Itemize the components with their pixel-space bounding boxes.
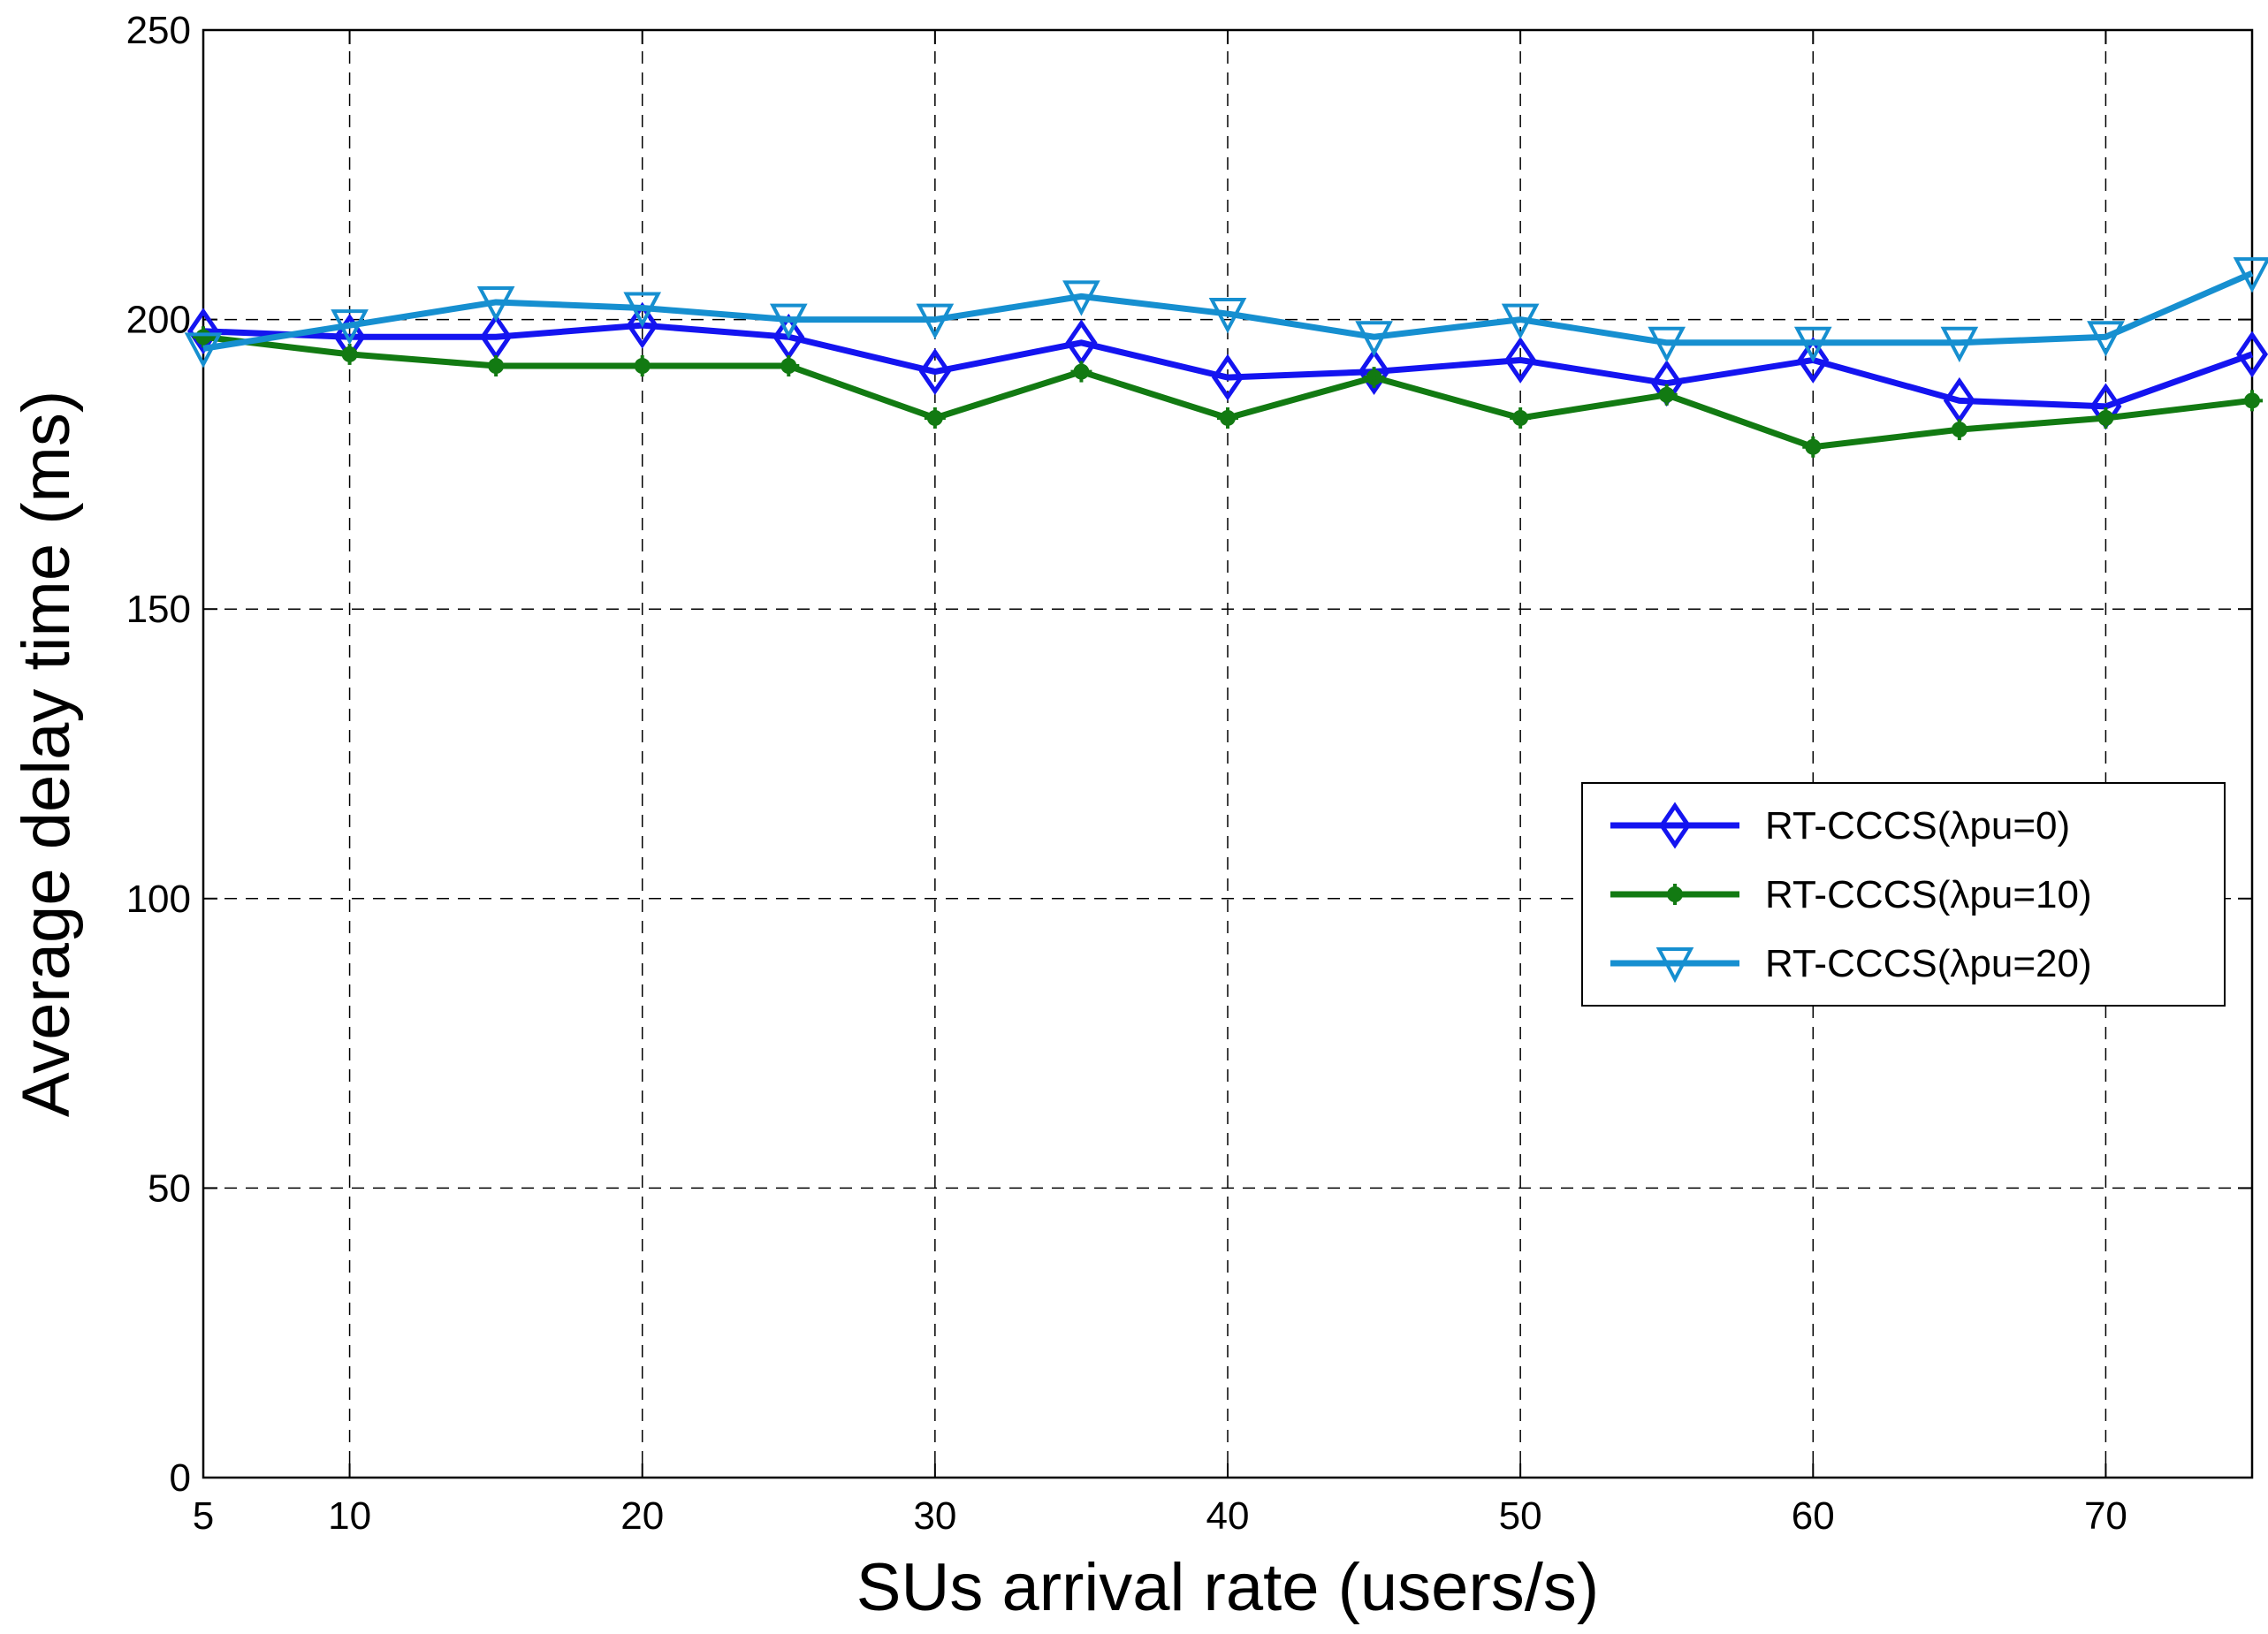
data-point [626,301,658,349]
series-line [202,270,2254,352]
data-point [1510,407,1532,429]
data-point [339,343,361,365]
legend-entry: RT-CCCS(λpu=10) [1610,873,2092,916]
data-point [1070,361,1092,383]
legend-swatch-marker [1664,884,1686,905]
data-point [1940,326,1979,363]
data-point [1948,419,1970,441]
data-point [918,348,951,396]
legend-swatch-marker [1655,947,1694,984]
y-tick-label: 100 [126,878,191,921]
data-point [778,355,800,377]
data-point [1208,298,1247,334]
legend-swatch-marker [1658,802,1692,849]
x-tick-label: 50 [1499,1494,1542,1538]
data-point [1648,326,1686,363]
data-point [1358,348,1390,396]
x-tick-label: 70 [2084,1494,2127,1538]
data-point [1062,280,1100,316]
y-tick-label: 0 [170,1456,191,1500]
x-tick-label: 60 [1792,1494,1835,1538]
legend-entry: RT-CCCS(λpu=0) [1610,802,2070,849]
x-tick-label: 10 [328,1494,371,1538]
legend: RT-CCCS(λpu=0) RT-CCCS(λpu=10) RT-CCCS(λpu… [1581,782,2226,1007]
series-0 [186,301,2268,430]
data-point [2233,257,2268,293]
series-layer [184,257,2268,458]
y-axis-label: Average delay time (ms) [9,391,84,1117]
data-point [924,407,946,429]
data-point [2087,321,2125,357]
data-point [485,355,507,377]
legend-label: RT-CCCS(λpu=20) [1765,942,2092,985]
data-point [186,308,220,355]
data-point [631,355,653,377]
data-point [1655,384,1678,406]
x-tick-label: 40 [1206,1494,1250,1538]
x-tick-label: 5 [193,1494,214,1538]
data-point [1504,337,1537,384]
y-tick-label: 250 [126,9,191,52]
data-point [2241,390,2263,412]
data-point [2235,331,2268,378]
data-point [916,303,955,339]
series-line [202,322,2254,410]
data-point [769,303,808,339]
y-tick-label: 50 [148,1167,191,1210]
legend-label: RT-CCCS(λpu=0) [1765,804,2070,847]
data-point [1217,407,1238,429]
data-point [1797,337,1830,384]
data-point [1501,303,1540,339]
data-point [1355,321,1393,357]
data-point [1793,326,1832,363]
legend-label: RT-CCCS(λpu=10) [1765,873,2092,916]
series-2 [184,257,2268,369]
data-point [1802,436,1824,458]
x-axis-label: SUs arrival rate (users/s) [856,1550,1599,1625]
grid [203,30,2252,1478]
series-1 [193,326,2263,458]
axis-ticks: 5 10 20 30 40 50 60 70 0 50 100 150 200 250 [126,9,2252,1538]
legend-entry: RT-CCCS(λpu=20) [1610,942,2092,985]
data-point [331,309,369,346]
data-point [1211,353,1244,401]
x-tick-label: 20 [620,1494,664,1538]
x-tick-label: 30 [913,1494,956,1538]
data-point [623,292,662,328]
y-tick-label: 150 [126,588,191,631]
data-point [184,332,223,369]
y-tick-label: 200 [126,299,191,342]
data-point [1363,367,1385,389]
data-point [2095,407,2117,429]
data-point [476,285,515,323]
